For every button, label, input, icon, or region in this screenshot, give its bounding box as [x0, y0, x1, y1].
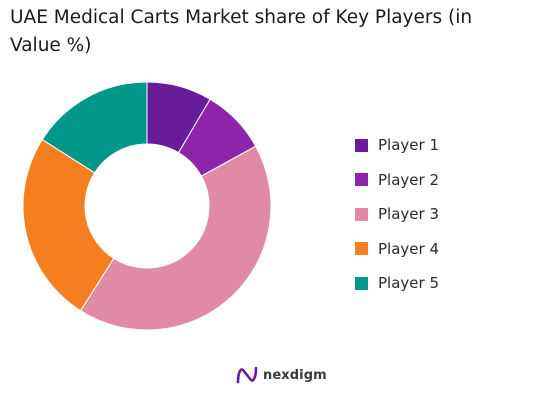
legend-label: Player 3	[378, 205, 439, 224]
legend-item-player-1: Player 1	[355, 128, 439, 163]
donut-slice-player-3	[79, 145, 272, 331]
legend-label: Player 1	[378, 136, 439, 155]
brand-logo: nexdigm	[236, 366, 327, 384]
chart-title: UAE Medical Carts Market share of Key Pl…	[10, 7, 473, 56]
legend-swatch	[355, 138, 368, 152]
donut-slice-player-4	[22, 138, 115, 312]
legend-label: Player 4	[378, 239, 439, 258]
legend-swatch	[355, 173, 368, 187]
legend-item-player-5: Player 5	[355, 266, 439, 301]
donut-slice-player-5	[41, 81, 148, 174]
legend-item-player-3: Player 3	[355, 197, 439, 232]
legend-swatch	[355, 276, 368, 290]
brand-name: nexdigm	[263, 367, 327, 383]
legend-item-player-2: Player 2	[355, 163, 439, 198]
legend-swatch	[355, 207, 368, 221]
chart-legend: Player 1 Player 2 Player 3 Player 4 Play…	[355, 128, 439, 301]
legend-item-player-4: Player 4	[355, 232, 439, 267]
legend-swatch	[355, 242, 368, 256]
legend-label: Player 2	[378, 170, 439, 189]
legend-label: Player 5	[378, 274, 439, 293]
nexdigm-logo-icon	[236, 366, 258, 384]
